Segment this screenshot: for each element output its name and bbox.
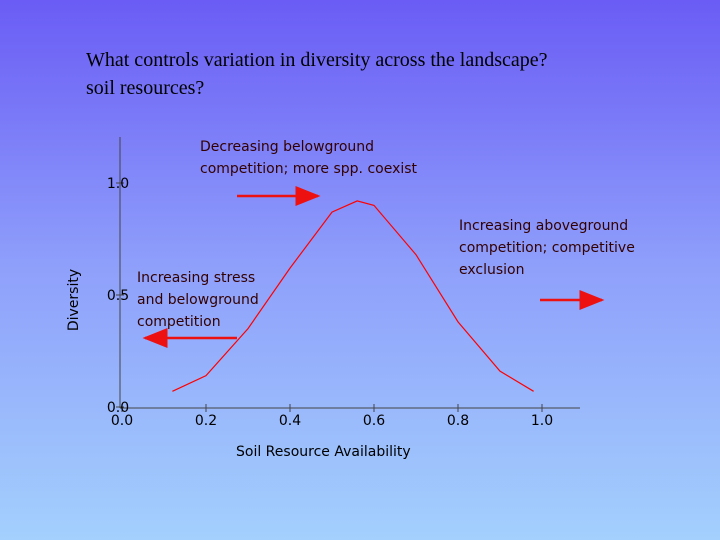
title-line: soil resources? (86, 77, 204, 99)
y-axis-label: Diversity (66, 269, 82, 331)
x-tick-label: 0.6 (363, 413, 385, 429)
x-tick-label: 0.8 (447, 413, 469, 429)
x-tick-label: 0.2 (195, 413, 217, 429)
annotation: competition; competitive (459, 240, 635, 256)
y-tick-label: 1.0 (107, 176, 129, 192)
y-tick-label: 0.5 (107, 288, 129, 304)
annotation: Increasing aboveground (459, 218, 628, 234)
x-tick-label: 0.4 (279, 413, 301, 429)
annotation: and belowground (137, 292, 259, 308)
x-tick-label: 1.0 (531, 413, 553, 429)
curve (172, 200, 534, 392)
x-tick-label: 0.0 (111, 413, 133, 429)
title-line: What controls variation in diversity acr… (86, 49, 548, 71)
annotation: competition; more spp. coexist (200, 161, 418, 177)
annotation: Decreasing belowground (200, 139, 374, 155)
y-tick-label: 0.0 (107, 400, 129, 416)
annotation: competition (137, 314, 221, 330)
annotation: exclusion (459, 262, 525, 278)
x-axis-label: Soil Resource Availability (236, 444, 411, 460)
annotation: Increasing stress (137, 270, 255, 286)
